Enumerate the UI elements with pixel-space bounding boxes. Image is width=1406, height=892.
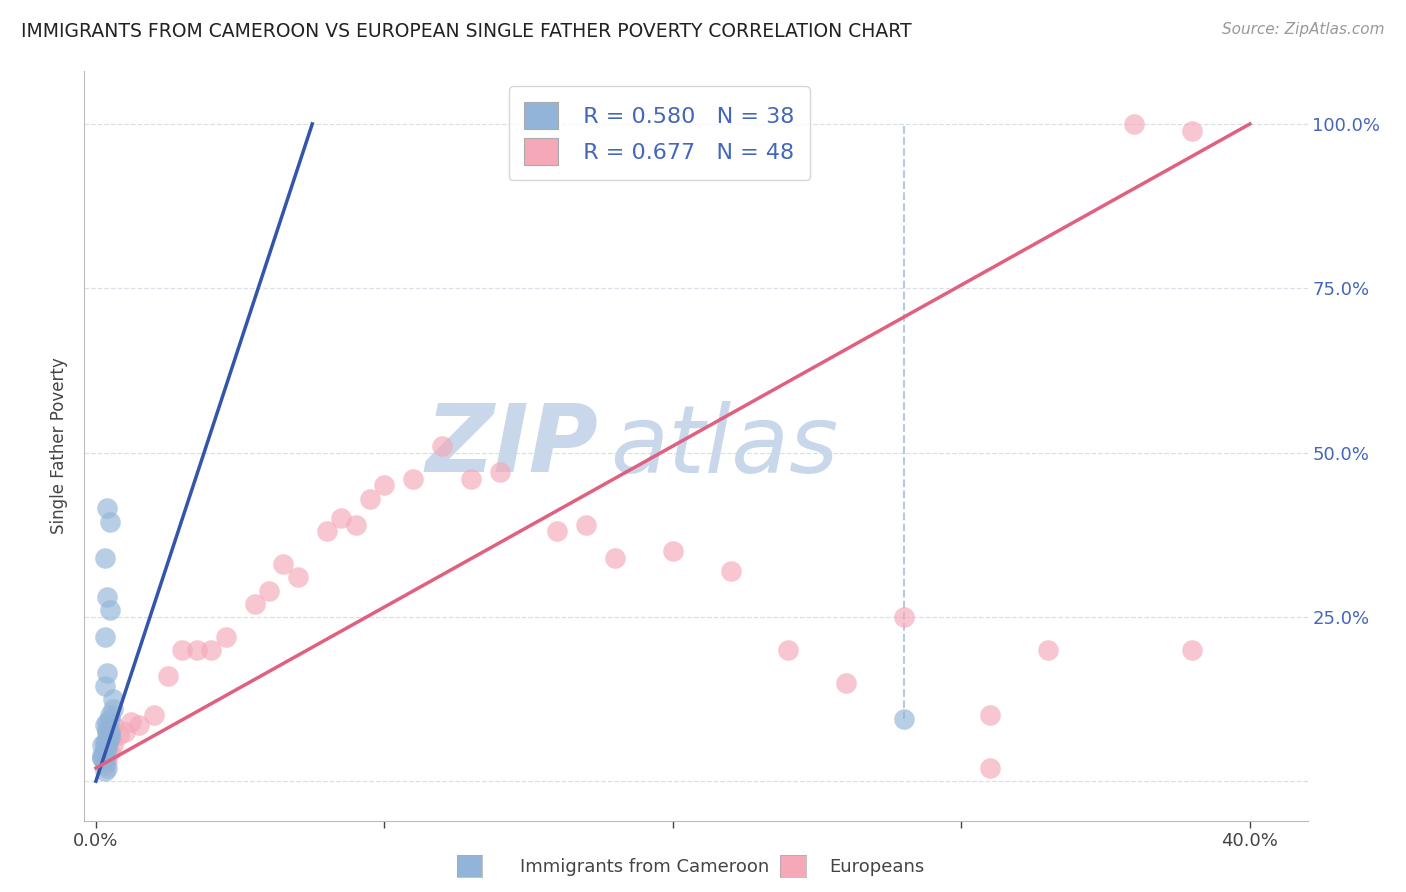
Point <box>120 714 142 729</box>
Point <box>330 511 353 525</box>
Point <box>90 751 112 765</box>
Point <box>359 491 381 506</box>
Point <box>93 751 115 765</box>
Point <box>93 718 115 732</box>
Point <box>1181 642 1204 657</box>
Point <box>98 731 121 746</box>
Point <box>720 564 742 578</box>
Point <box>93 745 115 759</box>
Point <box>93 747 115 762</box>
Point <box>605 550 627 565</box>
Point <box>93 764 115 779</box>
Point <box>93 735 115 749</box>
Point <box>114 725 136 739</box>
Point <box>243 597 266 611</box>
Text: Source: ZipAtlas.com: Source: ZipAtlas.com <box>1222 22 1385 37</box>
Point <box>488 465 510 479</box>
Point <box>96 755 118 769</box>
Point <box>893 610 915 624</box>
Point <box>98 745 121 759</box>
Point <box>96 722 118 736</box>
Point <box>373 478 395 492</box>
Point <box>128 718 150 732</box>
Point <box>186 642 208 657</box>
Point <box>98 708 121 723</box>
Point <box>93 738 115 752</box>
Point <box>108 728 131 742</box>
Point <box>90 738 112 752</box>
Point <box>96 725 118 739</box>
Point <box>402 472 425 486</box>
Point <box>547 524 569 539</box>
Legend:   R = 0.580   N = 38,   R = 0.677   N = 48: R = 0.580 N = 38, R = 0.677 N = 48 <box>509 87 810 180</box>
Point <box>96 735 118 749</box>
Point <box>96 741 118 756</box>
Point <box>93 745 115 759</box>
Point <box>662 544 685 558</box>
Point <box>103 692 125 706</box>
Text: atlas: atlas <box>610 401 838 491</box>
Point <box>96 501 118 516</box>
Point <box>90 747 112 762</box>
Point <box>98 515 121 529</box>
Text: Immigrants from Cameroon: Immigrants from Cameroon <box>520 858 769 876</box>
Point <box>93 751 115 765</box>
Point <box>1181 123 1204 137</box>
Point <box>287 570 309 584</box>
Point <box>835 675 858 690</box>
Point <box>90 751 112 765</box>
Point <box>96 738 118 752</box>
Point <box>430 439 453 453</box>
Point <box>96 735 118 749</box>
Point <box>93 755 115 769</box>
Point <box>460 472 482 486</box>
Point <box>96 665 118 680</box>
Point <box>1123 117 1146 131</box>
Point <box>96 714 118 729</box>
Point <box>344 517 367 532</box>
Point <box>103 702 125 716</box>
Point <box>98 603 121 617</box>
Text: Europeans: Europeans <box>830 858 925 876</box>
Point <box>979 761 1001 775</box>
Point <box>96 735 118 749</box>
Point <box>96 590 118 604</box>
Y-axis label: Single Father Poverty: Single Father Poverty <box>51 358 69 534</box>
Point <box>315 524 337 539</box>
Point <box>172 642 194 657</box>
Text: ZIP: ZIP <box>425 400 598 492</box>
Point <box>575 517 598 532</box>
Point <box>273 558 295 572</box>
Point <box>979 708 1001 723</box>
Point <box>93 630 115 644</box>
Point <box>98 722 121 736</box>
Point <box>98 725 121 739</box>
Point <box>96 725 118 739</box>
Point <box>93 550 115 565</box>
Point <box>93 757 115 772</box>
Point <box>157 669 180 683</box>
Point <box>103 718 125 732</box>
Point <box>257 583 280 598</box>
Point <box>96 761 118 775</box>
Point <box>98 731 121 746</box>
Text: IMMIGRANTS FROM CAMEROON VS EUROPEAN SINGLE FATHER POVERTY CORRELATION CHART: IMMIGRANTS FROM CAMEROON VS EUROPEAN SIN… <box>21 22 911 41</box>
Point <box>93 741 115 756</box>
Point <box>1036 642 1059 657</box>
Point <box>98 712 121 726</box>
Point <box>893 712 915 726</box>
Point <box>200 642 222 657</box>
Point <box>103 738 125 752</box>
Point <box>778 642 800 657</box>
Point <box>93 679 115 693</box>
Point <box>93 747 115 762</box>
Point <box>215 630 238 644</box>
Point <box>142 708 165 723</box>
Point <box>98 728 121 742</box>
